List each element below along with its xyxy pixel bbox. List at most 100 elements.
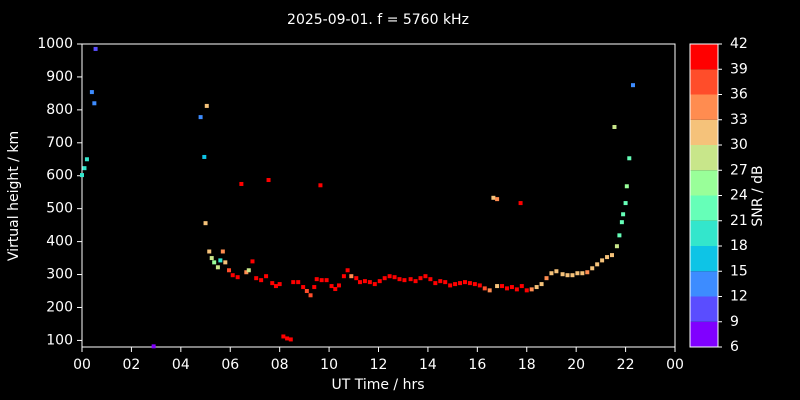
point <box>270 281 275 286</box>
point <box>472 282 477 287</box>
point <box>448 283 453 288</box>
point <box>418 276 423 281</box>
point <box>595 262 600 267</box>
point <box>230 273 235 278</box>
colorbar-tick-label: 39 <box>730 61 748 77</box>
colorbar-tick-label: 9 <box>730 314 739 330</box>
point <box>529 287 534 292</box>
point <box>423 274 428 279</box>
point <box>377 279 382 284</box>
plot-frame <box>81 43 676 348</box>
point <box>509 285 514 290</box>
point <box>80 173 84 178</box>
point <box>428 277 433 282</box>
colorbar-bin <box>690 119 718 145</box>
y-tick-label: 600 <box>46 168 73 184</box>
point <box>202 154 207 159</box>
point <box>291 280 296 285</box>
point <box>408 277 413 282</box>
point <box>462 280 467 285</box>
colorbar-tick-label: 24 <box>730 188 748 204</box>
point <box>93 46 98 51</box>
point <box>84 157 89 162</box>
point <box>614 244 619 249</box>
colorbar-tick-label: 15 <box>730 263 748 279</box>
x-tick-label: 22 <box>617 357 635 373</box>
x-tick-label: 06 <box>221 357 239 373</box>
point <box>544 276 549 281</box>
point <box>266 178 271 183</box>
point <box>209 256 214 261</box>
colorbar-bin <box>690 195 718 221</box>
point <box>570 273 575 278</box>
colorbar-tick-label: 36 <box>730 87 748 103</box>
point <box>627 156 632 161</box>
point <box>220 249 225 254</box>
point <box>623 201 628 206</box>
point <box>605 255 610 260</box>
point <box>617 233 622 238</box>
point <box>467 281 472 286</box>
point <box>500 284 505 289</box>
point <box>560 272 565 277</box>
point <box>254 276 259 281</box>
colorbar-tick-label: 27 <box>730 162 748 178</box>
point <box>438 279 443 284</box>
point <box>345 268 350 273</box>
point <box>458 281 463 286</box>
x-tick-label: 00 <box>73 357 91 373</box>
colorbar-bin <box>690 170 718 196</box>
colorbar-tick-label: 12 <box>730 289 748 305</box>
point <box>246 268 251 273</box>
point <box>336 283 341 288</box>
point <box>357 280 362 285</box>
point <box>349 274 354 279</box>
point <box>215 265 220 270</box>
point <box>207 249 212 254</box>
point <box>565 273 570 278</box>
point <box>239 181 244 186</box>
point <box>367 280 372 285</box>
point <box>314 277 319 282</box>
point <box>218 258 223 263</box>
point <box>539 282 544 287</box>
point <box>443 280 448 285</box>
point <box>281 334 286 339</box>
x-tick-label: 00 <box>666 357 684 373</box>
point <box>354 276 359 281</box>
colorbar-bin <box>690 271 718 297</box>
point <box>244 270 249 275</box>
point <box>259 278 264 283</box>
y-tick-label: 100 <box>46 332 73 348</box>
point <box>372 282 377 287</box>
colorbar-bin <box>690 321 718 347</box>
point <box>495 197 500 202</box>
y-tick-label: 700 <box>46 135 73 151</box>
point <box>227 268 232 273</box>
colorbar-bin <box>690 145 718 171</box>
point <box>277 282 282 287</box>
x-tick-label: 02 <box>123 357 141 373</box>
point <box>341 274 346 279</box>
point <box>519 284 524 289</box>
point <box>612 124 617 129</box>
y-tick-label: 200 <box>46 299 73 315</box>
point <box>308 293 313 298</box>
x-tick-label: 12 <box>370 357 388 373</box>
x-tick-label: 18 <box>518 357 536 373</box>
point <box>630 83 635 88</box>
point <box>590 266 595 271</box>
point <box>304 289 309 294</box>
point <box>504 286 509 291</box>
point <box>273 284 278 289</box>
point <box>312 285 317 290</box>
point <box>402 278 407 283</box>
point <box>453 282 458 287</box>
y-tick-label: 900 <box>46 69 73 85</box>
colorbar-tick-label: 42 <box>730 36 748 52</box>
point <box>301 285 306 290</box>
point <box>324 278 329 283</box>
point <box>362 279 367 284</box>
point <box>619 220 624 225</box>
